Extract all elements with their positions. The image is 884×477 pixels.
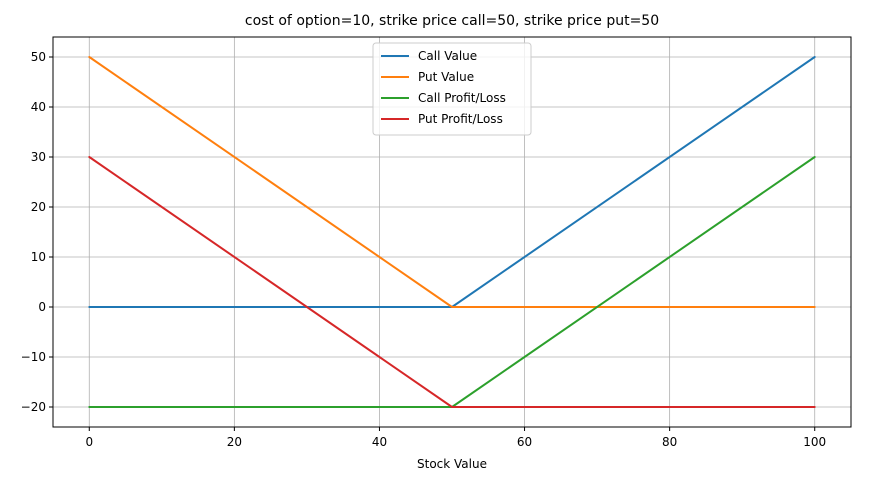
y-tick-label: 0 [38,300,46,314]
legend-box [372,42,532,136]
x-tick-label: 20 [227,435,242,449]
series-line-put-value [88,56,816,308]
y-tick-label: 50 [31,50,46,64]
legend-label-call-value: Call Value [418,49,477,63]
y-tick-label: −10 [21,350,46,364]
y-tick-label: 30 [31,150,46,164]
y-tick-label: 20 [31,200,46,214]
legend: Call Value Put Value Call Profit/Loss Put P… [372,42,532,136]
x-tick-label: 40 [372,435,387,449]
y-tick-label: −20 [21,400,46,414]
x-tick-label: 80 [662,435,677,449]
legend-label-put-profit-loss: Put Profit/Loss [418,112,503,126]
y-tick-label: 40 [31,100,46,114]
legend-label-call-profit-loss: Call Profit/Loss [418,91,506,105]
legend-label-put-value: Put Value [418,70,474,84]
series-line-call-profit-loss [88,156,816,408]
x-tick-label: 60 [517,435,532,449]
y-tick-label: 10 [31,250,46,264]
x-axis-ticks: 0 20 40 60 80 100 [85,427,826,449]
series-lines [88,56,816,408]
series-line-put-profit-loss [88,156,816,408]
x-axis-label: Stock Value [417,457,487,471]
y-axis-ticks: −20 −10 0 10 20 30 40 50 [21,50,53,414]
x-tick-label: 0 [85,435,93,449]
plot-frame [52,36,852,428]
chart-title: cost of option=10, strike price call=50,… [245,13,659,29]
x-tick-label: 100 [803,435,826,449]
